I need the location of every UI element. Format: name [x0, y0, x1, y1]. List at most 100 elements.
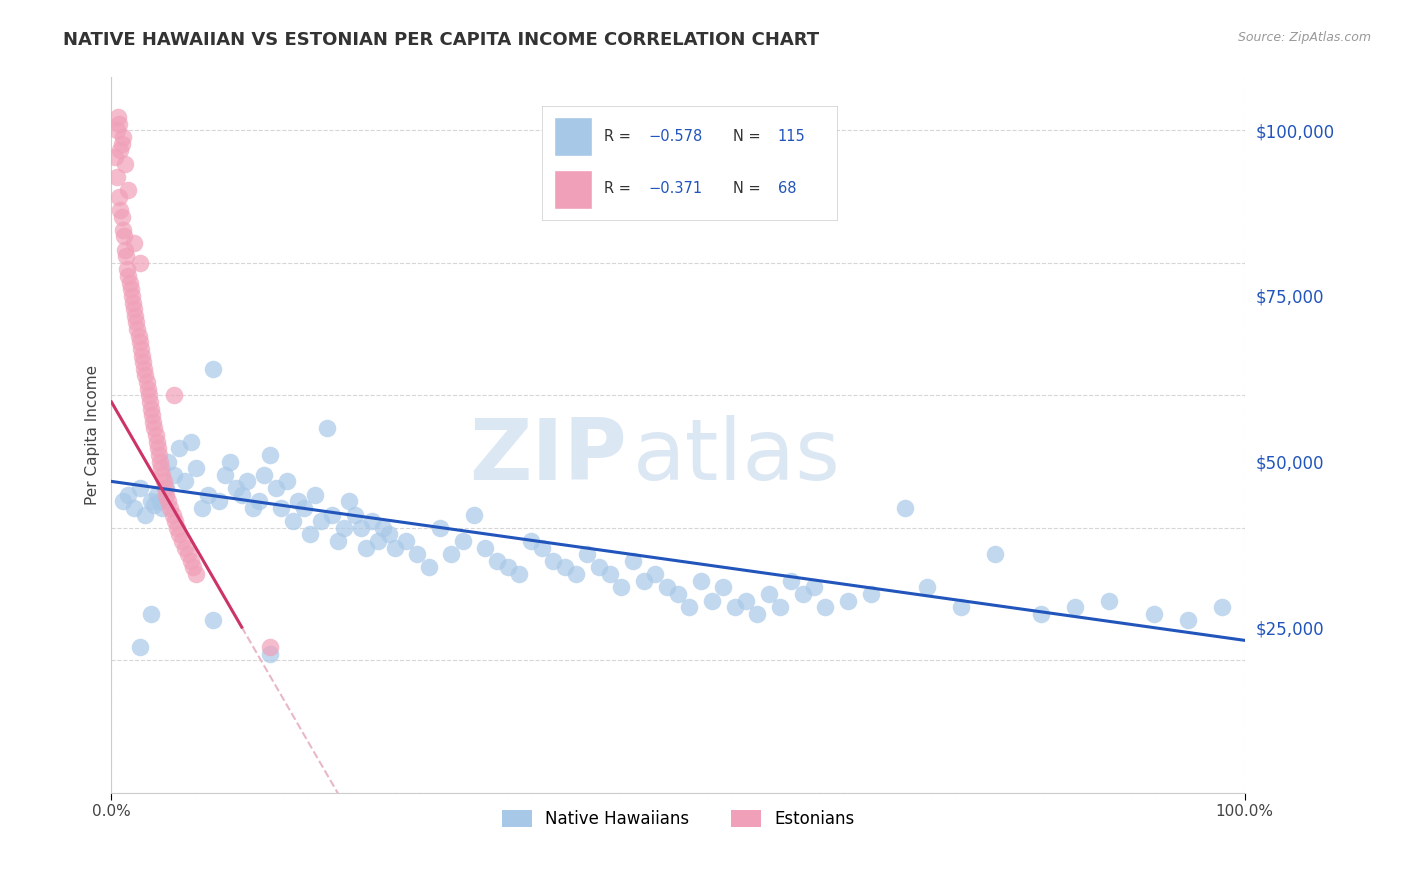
Point — [792, 587, 814, 601]
Point — [292, 500, 315, 515]
Point — [236, 475, 259, 489]
Point — [315, 421, 337, 435]
Point — [117, 262, 139, 277]
Point — [143, 421, 166, 435]
Point — [247, 494, 270, 508]
Point — [191, 500, 214, 515]
Point — [309, 514, 332, 528]
Point — [219, 454, 242, 468]
Point — [138, 388, 160, 402]
Point — [378, 527, 401, 541]
Point — [361, 514, 384, 528]
Point — [276, 475, 298, 489]
Point — [758, 587, 780, 601]
Point — [110, 210, 132, 224]
Point — [576, 547, 599, 561]
Point — [112, 229, 135, 244]
Point — [202, 361, 225, 376]
Point — [429, 521, 451, 535]
Point — [406, 547, 429, 561]
Point — [666, 587, 689, 601]
Point — [136, 382, 159, 396]
Point — [110, 202, 132, 217]
Point — [367, 534, 389, 549]
Point — [321, 508, 343, 522]
Point — [599, 567, 621, 582]
Point — [153, 481, 176, 495]
Point — [950, 600, 973, 615]
Point — [326, 534, 349, 549]
Text: NATIVE HAWAIIAN VS ESTONIAN PER CAPITA INCOME CORRELATION CHART: NATIVE HAWAIIAN VS ESTONIAN PER CAPITA I… — [63, 31, 820, 49]
Point — [332, 521, 354, 535]
Point — [148, 448, 170, 462]
Point — [259, 640, 281, 654]
Point — [146, 442, 169, 456]
Point — [157, 454, 180, 468]
Point — [149, 454, 172, 468]
Point — [1211, 600, 1233, 615]
Point — [197, 488, 219, 502]
Point — [231, 488, 253, 502]
Point — [145, 434, 167, 449]
Point — [281, 514, 304, 528]
Point — [689, 574, 711, 588]
Point — [174, 541, 197, 555]
Legend: Native Hawaiians, Estonians: Native Hawaiians, Estonians — [495, 803, 860, 834]
Point — [984, 547, 1007, 561]
Point — [142, 415, 165, 429]
Point — [440, 547, 463, 561]
Y-axis label: Per Capita Income: Per Capita Income — [86, 365, 100, 505]
Point — [155, 481, 177, 495]
Point — [344, 508, 367, 522]
Point — [152, 467, 174, 482]
Point — [451, 534, 474, 549]
Point — [114, 156, 136, 170]
Point — [149, 494, 172, 508]
Point — [356, 541, 378, 555]
Point — [141, 408, 163, 422]
Point — [166, 521, 188, 535]
Point — [186, 567, 208, 582]
Point — [152, 475, 174, 489]
Point — [111, 130, 134, 145]
Point — [287, 494, 309, 508]
Point — [134, 361, 156, 376]
Point — [124, 309, 146, 323]
Point — [162, 508, 184, 522]
Point — [384, 541, 406, 555]
Point — [180, 554, 202, 568]
Point — [711, 580, 734, 594]
Point — [519, 534, 541, 549]
Point — [837, 593, 859, 607]
Point — [242, 500, 264, 515]
Point — [508, 567, 530, 582]
Point — [554, 560, 576, 574]
Point — [543, 554, 565, 568]
Point — [893, 500, 915, 515]
Point — [110, 136, 132, 151]
Point — [115, 249, 138, 263]
Point — [170, 534, 193, 549]
Point — [122, 235, 145, 250]
Point — [134, 368, 156, 383]
Point — [418, 560, 440, 574]
Point — [139, 395, 162, 409]
Point — [588, 560, 610, 574]
Point — [159, 500, 181, 515]
Point — [747, 607, 769, 621]
Point — [163, 467, 186, 482]
Point — [127, 322, 149, 336]
Point — [122, 302, 145, 317]
Point — [128, 335, 150, 350]
Point — [496, 560, 519, 574]
Point — [700, 593, 723, 607]
Point — [259, 647, 281, 661]
Point — [145, 428, 167, 442]
Point — [114, 243, 136, 257]
Point — [105, 123, 128, 137]
Point — [104, 150, 127, 164]
Point — [337, 494, 360, 508]
Point — [108, 117, 131, 131]
Point — [180, 434, 202, 449]
Point — [814, 600, 837, 615]
